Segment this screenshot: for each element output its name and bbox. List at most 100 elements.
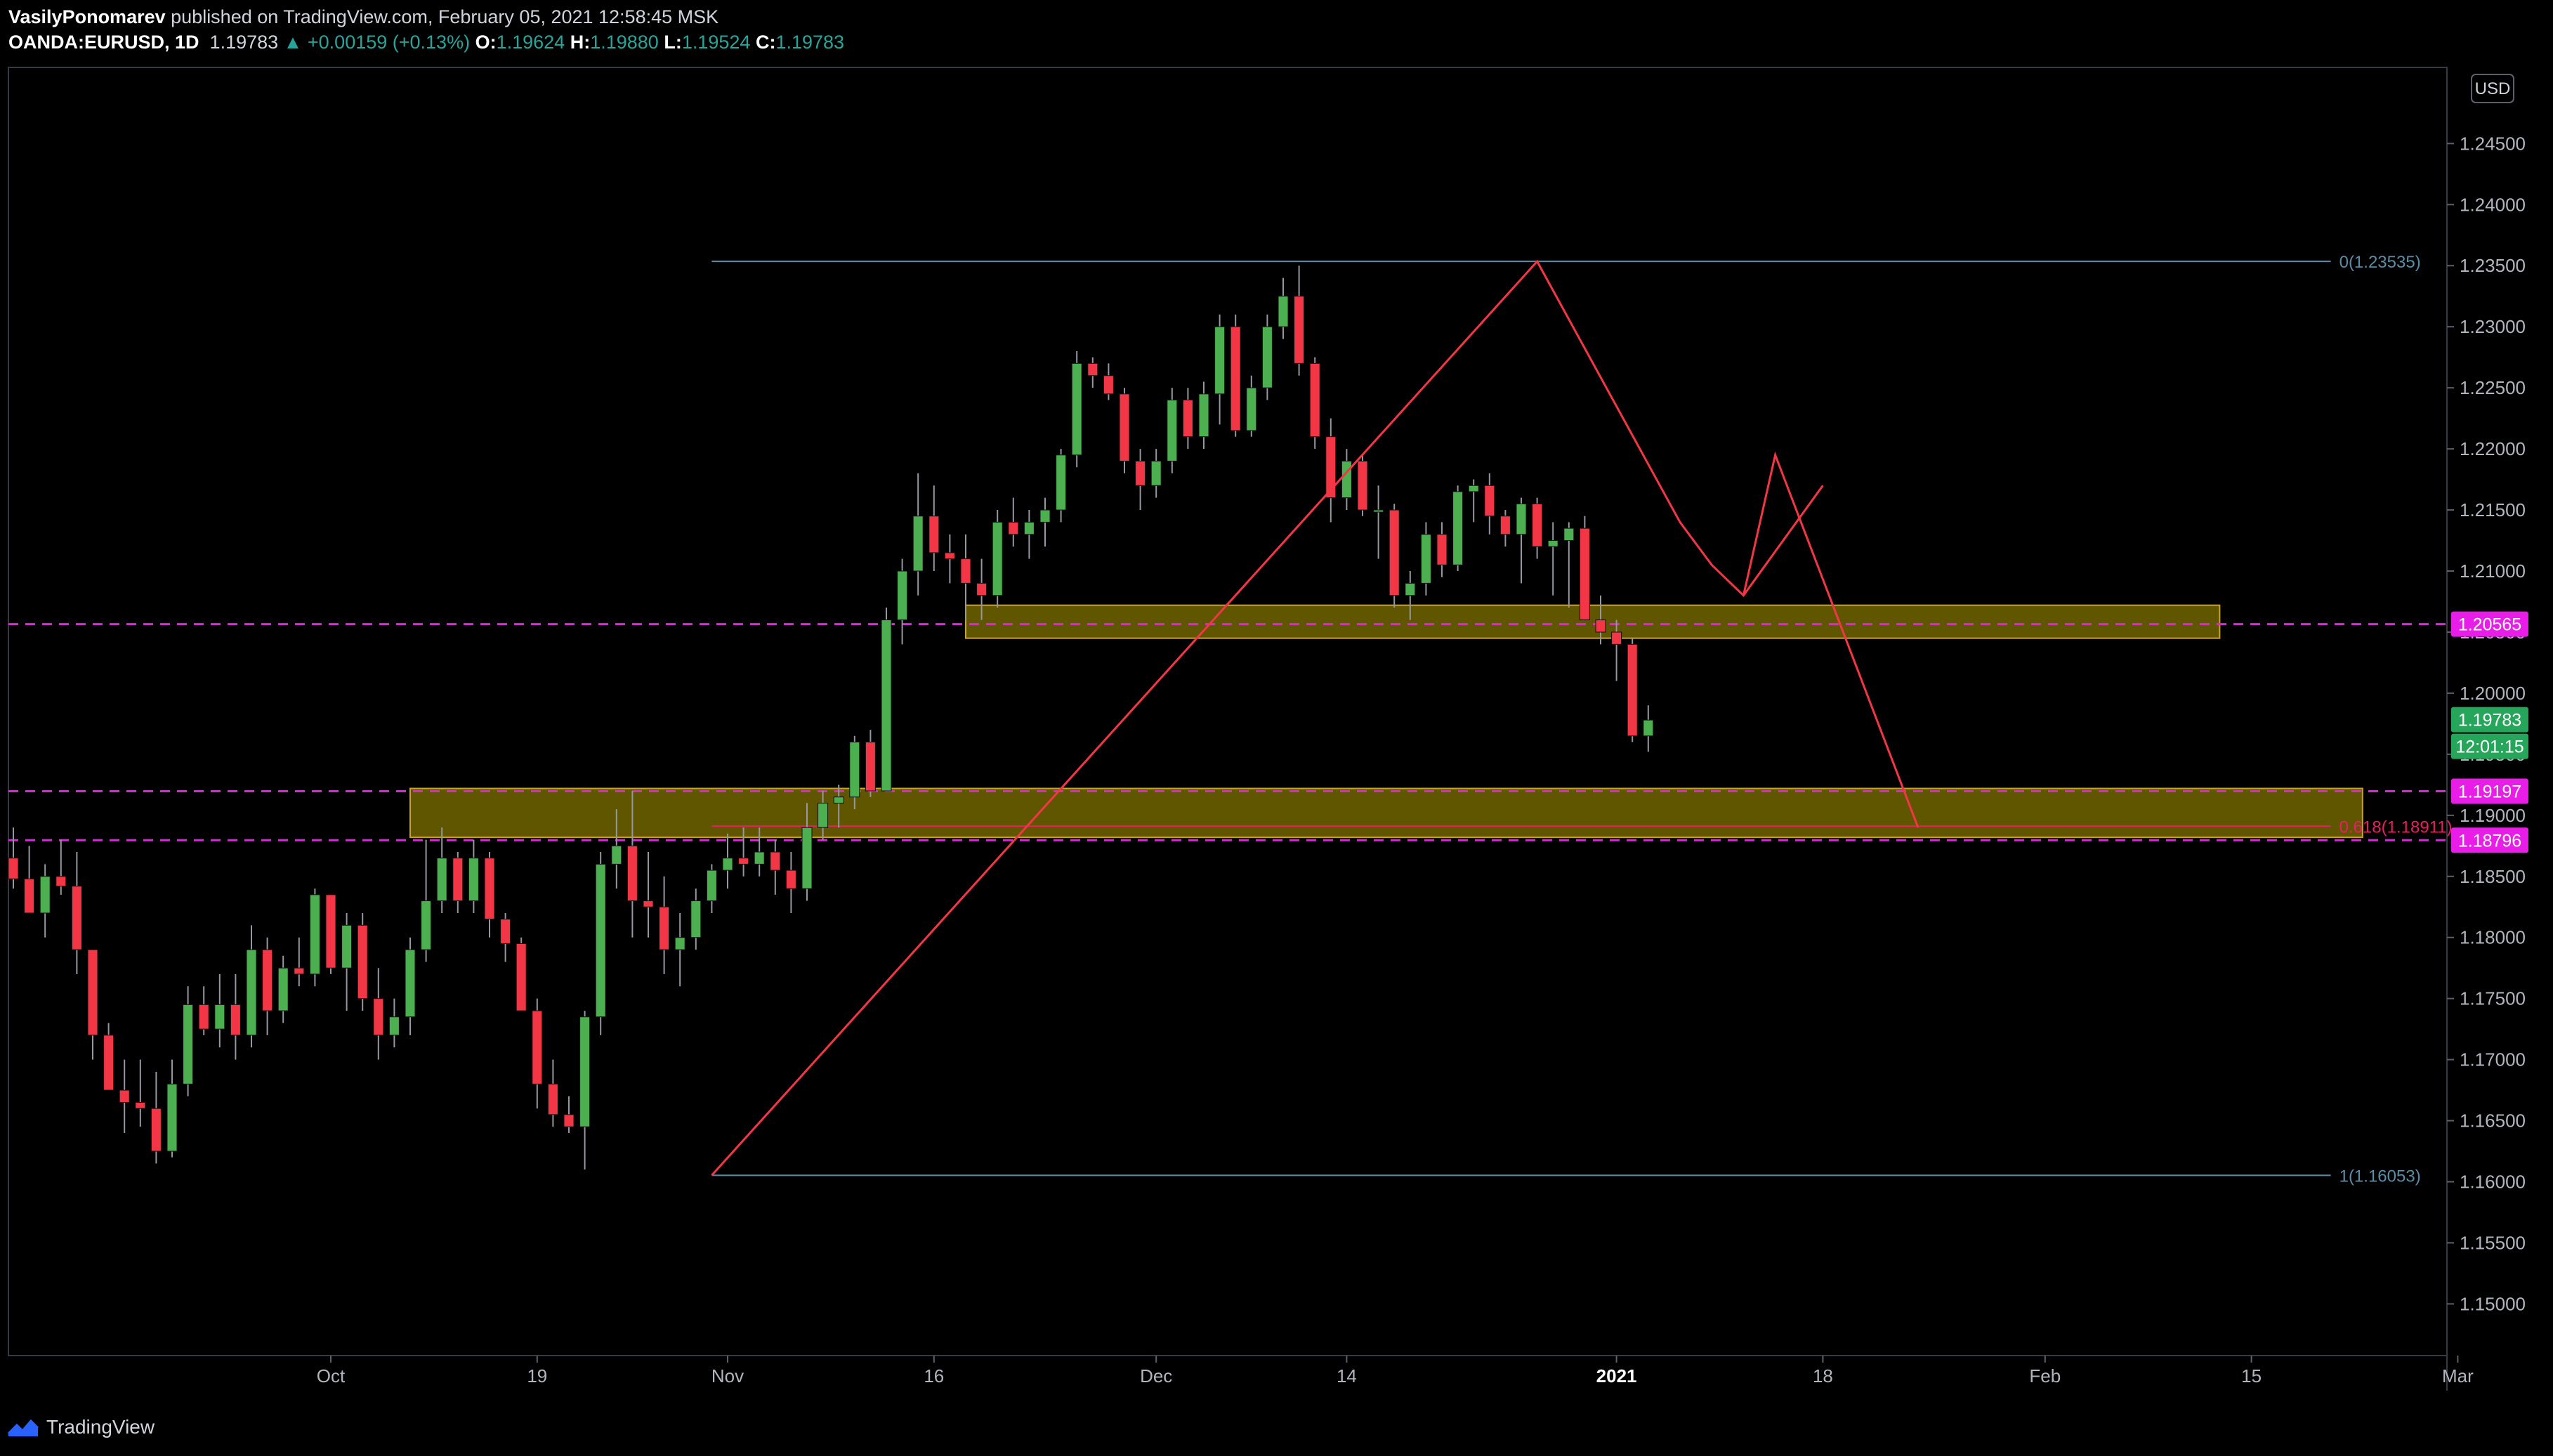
author-name[interactable]: VasilyPonomarev: [8, 6, 166, 27]
candle-body: [71, 886, 82, 950]
candle: [1436, 522, 1448, 577]
y-tick-label: 1.23500: [2460, 255, 2526, 276]
resistance-zone: [965, 604, 2221, 639]
candle: [1261, 314, 1273, 400]
candle: [1468, 479, 1479, 523]
y-tick-label: 1.17000: [2460, 1049, 2526, 1070]
candle-body: [341, 924, 353, 969]
candle-body: [1150, 460, 1162, 486]
candle: [1595, 595, 1606, 645]
candle-body: [1008, 521, 1019, 535]
last-price: 1.19783: [209, 32, 279, 53]
brand-name[interactable]: TradingView: [46, 1416, 155, 1438]
candle: [1119, 388, 1130, 473]
candle-body: [150, 1108, 162, 1152]
candle-body: [1246, 387, 1257, 431]
x-tick-label: Mar: [2442, 1365, 2474, 1386]
candle: [659, 876, 670, 974]
y-tick-label: 1.20000: [2460, 683, 2526, 704]
candle: [1373, 485, 1384, 559]
candle-body: [24, 878, 35, 914]
candle: [357, 912, 368, 1011]
y-tick-label: 1.21500: [2460, 499, 2526, 520]
publish-info: published on TradingView.com, February 0…: [171, 6, 719, 27]
fib-label-0: 0(1.23535): [2339, 253, 2421, 272]
candle-body: [770, 851, 781, 871]
candle: [1182, 388, 1193, 450]
candle-body: [1309, 362, 1320, 438]
candle: [1309, 357, 1320, 450]
symbol-label[interactable]: OANDA:EURUSD, 1D: [8, 32, 199, 53]
tradingview-logo-icon[interactable]: [7, 1417, 39, 1438]
candle-body: [754, 851, 765, 865]
candle-body: [1278, 296, 1289, 327]
candle: [341, 912, 353, 1011]
support-zone: [409, 787, 2363, 839]
candle-body: [1389, 509, 1400, 596]
candle-body: [992, 521, 1003, 596]
candle: [1167, 388, 1178, 473]
candle: [1087, 357, 1098, 388]
candle-body: [1595, 619, 1606, 633]
candle: [309, 888, 320, 987]
candle: [754, 827, 765, 877]
x-tick-label: 16: [924, 1365, 944, 1386]
candle: [468, 839, 479, 913]
candle-body: [1230, 326, 1241, 431]
candle: [1499, 510, 1511, 547]
candle: [547, 1059, 558, 1127]
candle: [976, 558, 987, 620]
candle-body: [1468, 485, 1479, 492]
candle: [1484, 473, 1495, 534]
y-tick-label: 1.16500: [2460, 1110, 2526, 1132]
candle-body: [1627, 643, 1638, 737]
candle: [1039, 497, 1051, 547]
candle-body: [119, 1089, 130, 1103]
high-label: H:: [570, 32, 591, 53]
candle: [738, 827, 749, 877]
candle-body: [1547, 540, 1558, 547]
candle: [150, 1072, 162, 1164]
ohlc-line: OANDA:EURUSD, 1D 1.19783 ▲ +0.00159 (+0.…: [8, 29, 1273, 55]
candle: [246, 925, 257, 1048]
candle: [1325, 418, 1337, 523]
candle-body: [1071, 362, 1082, 456]
pattern-polyline: [711, 259, 1919, 1176]
y-tick-label: 1.15000: [2460, 1293, 2526, 1314]
x-tick-label: 15: [2241, 1365, 2262, 1386]
candle-body: [103, 1035, 114, 1091]
candle-body: [881, 619, 892, 792]
candle: [325, 894, 336, 974]
candle-body: [230, 1004, 241, 1036]
candle-body: [39, 876, 51, 914]
candle: [277, 955, 289, 1023]
candle: [801, 803, 813, 901]
y-tick-label: 1.18000: [2460, 927, 2526, 948]
candle: [643, 851, 654, 938]
candle-body: [135, 1101, 146, 1109]
candle: [818, 791, 829, 840]
candle: [1357, 454, 1368, 516]
candle-body: [1167, 400, 1178, 461]
currency-button[interactable]: USD: [2471, 74, 2514, 103]
candle-body: [976, 582, 987, 596]
candle-body: [1484, 485, 1495, 517]
low-label: L:: [664, 32, 682, 53]
y-tick-label: 1.18500: [2460, 866, 2526, 887]
candle: [722, 833, 733, 889]
x-tick-label: Feb: [2029, 1365, 2061, 1386]
plot-frame: [8, 67, 2448, 1356]
x-tick-label: 14: [1337, 1365, 1357, 1386]
last-price-tag-bg: [2451, 707, 2528, 733]
candle-body: [183, 1004, 194, 1084]
candle: [1198, 381, 1209, 450]
candle: [1023, 510, 1035, 559]
candle: [1150, 449, 1162, 498]
candle-body: [8, 858, 19, 879]
candle: [770, 839, 781, 895]
candle: [897, 558, 908, 645]
candle-body: [1214, 326, 1226, 395]
candle: [706, 864, 717, 913]
candle: [960, 534, 971, 620]
